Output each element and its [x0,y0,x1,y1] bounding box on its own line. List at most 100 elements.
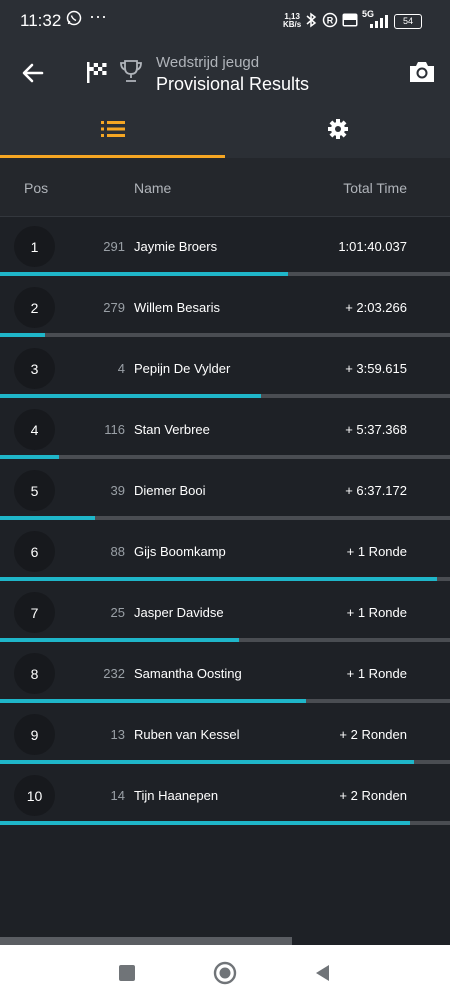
start-number: 88 [110,544,125,559]
progress-fill [0,577,437,581]
registered-icon: R [322,12,338,32]
rider-name: Jaymie Broers [134,239,218,254]
progress-fill [0,455,59,459]
progress-bar [0,821,450,825]
results-list: 1 291 Jaymie Broers 1:01:40.037 2 279 Wi… [0,217,450,827]
total-time: + 1 Ronde [346,666,407,681]
network-type: 5G [362,9,375,19]
battery-icon: 54 [394,14,422,29]
total-time: + 5:37.368 [345,422,407,437]
camera-icon[interactable] [408,58,436,86]
clock: 11:32 [20,11,62,30]
recents-square-icon[interactable] [117,963,137,983]
progress-bar [0,760,450,764]
position-badge: 7 [14,592,55,633]
gear-icon [327,118,349,145]
tab-results-list[interactable] [0,104,225,158]
total-time: 1:01:40.037 [338,239,407,254]
position-badge: 4 [14,409,55,450]
start-number: 39 [110,483,125,498]
progress-fill [0,516,95,520]
progress-bar [0,394,450,398]
horizontal-scrollbar[interactable] [0,937,450,945]
progress-fill [0,272,288,276]
start-number: 25 [110,605,125,620]
start-number: 279 [103,300,125,315]
result-row[interactable]: 9 13 Ruben van Kessel + 2 Ronden [0,705,450,766]
active-tab-indicator [0,155,225,158]
back-arrow-icon[interactable] [18,58,48,88]
rider-name: Gijs Boomkamp [134,544,226,559]
list-icon [100,119,126,144]
signal-icon [368,14,390,32]
network-speed: 1,13 KB/s [283,12,302,29]
rider-name: Diemer Booi [134,483,206,498]
result-row[interactable]: 5 39 Diemer Booi + 6:37.172 [0,461,450,522]
header-total-time: Total Time [343,180,407,196]
result-row[interactable]: 2 279 Willem Besaris + 2:03.266 [0,278,450,339]
system-nav-bar [0,945,450,1000]
progress-bar [0,455,450,459]
rider-name: Samantha Oosting [134,666,242,681]
rider-name: Willem Besaris [134,300,220,315]
back-triangle-icon[interactable] [313,963,333,983]
total-time: + 2:03.266 [345,300,407,315]
result-row[interactable]: 3 4 Pepijn De Vylder + 3:59.615 [0,339,450,400]
total-time: + 2 Ronden [339,727,407,742]
position-badge: 10 [14,775,55,816]
result-row[interactable]: 6 88 Gijs Boomkamp + 1 Ronde [0,522,450,583]
result-row[interactable]: 8 232 Samantha Oosting + 1 Ronde [0,644,450,705]
rider-name: Tijn Haanepen [134,788,219,803]
battery-level: 54 [402,16,413,26]
rider-name: Pepijn De Vylder [134,361,231,376]
total-time: + 1 Ronde [346,544,407,559]
result-row[interactable]: 7 25 Jasper Davidse + 1 Ronde [0,583,450,644]
whatsapp-icon [66,10,82,30]
results-header: Pos Name Total Time [0,158,450,217]
position-badge: 1 [14,226,55,267]
progress-bar [0,638,450,642]
volte-icon [342,13,358,31]
header-pos: Pos [24,180,49,196]
home-circle-icon[interactable] [213,961,237,985]
start-number: 13 [110,727,125,742]
progress-fill [0,638,239,642]
status-bar: 11:32 ··· 1,13 KB/s R 5G 54 [0,0,450,40]
result-row[interactable]: 10 14 Tijn Haanepen + 2 Ronden [0,766,450,827]
position-badge: 2 [14,287,55,328]
progress-fill [0,821,410,825]
trophy-icon [118,58,144,84]
result-row[interactable]: 1 291 Jaymie Broers 1:01:40.037 [0,217,450,278]
total-time: + 6:37.172 [345,483,407,498]
scrollbar-thumb[interactable] [0,937,292,945]
position-badge: 8 [14,653,55,694]
page-title: Provisional Results [156,74,310,94]
progress-fill [0,333,45,337]
app-bar: Wedstrijd jeugd Provisional Results [0,40,450,104]
start-number: 232 [103,666,125,681]
more-icon: ··· [89,6,107,26]
start-number: 14 [110,788,125,803]
progress-bar [0,699,450,703]
header-name: Name [134,180,172,196]
event-subtitle: Wedstrijd jeugd [156,54,260,71]
total-time: + 2 Ronden [339,788,407,803]
svg-text:R: R [327,16,334,26]
rider-name: Ruben van Kessel [134,727,240,742]
total-time: + 3:59.615 [345,361,407,376]
start-number: 116 [104,422,125,437]
position-badge: 3 [14,348,55,389]
bluetooth-icon [305,12,317,32]
rider-name: Stan Verbree [134,422,210,437]
progress-fill [0,760,414,764]
tab-bar [0,104,450,158]
start-number: 4 [117,361,125,376]
position-badge: 5 [14,470,55,511]
progress-fill [0,699,306,703]
position-badge: 9 [14,714,55,755]
result-row[interactable]: 4 116 Stan Verbree + 5:37.368 [0,400,450,461]
checkered-flag-icon [86,60,108,84]
progress-bar [0,272,450,276]
tab-settings[interactable] [225,104,450,158]
progress-bar [0,577,450,581]
